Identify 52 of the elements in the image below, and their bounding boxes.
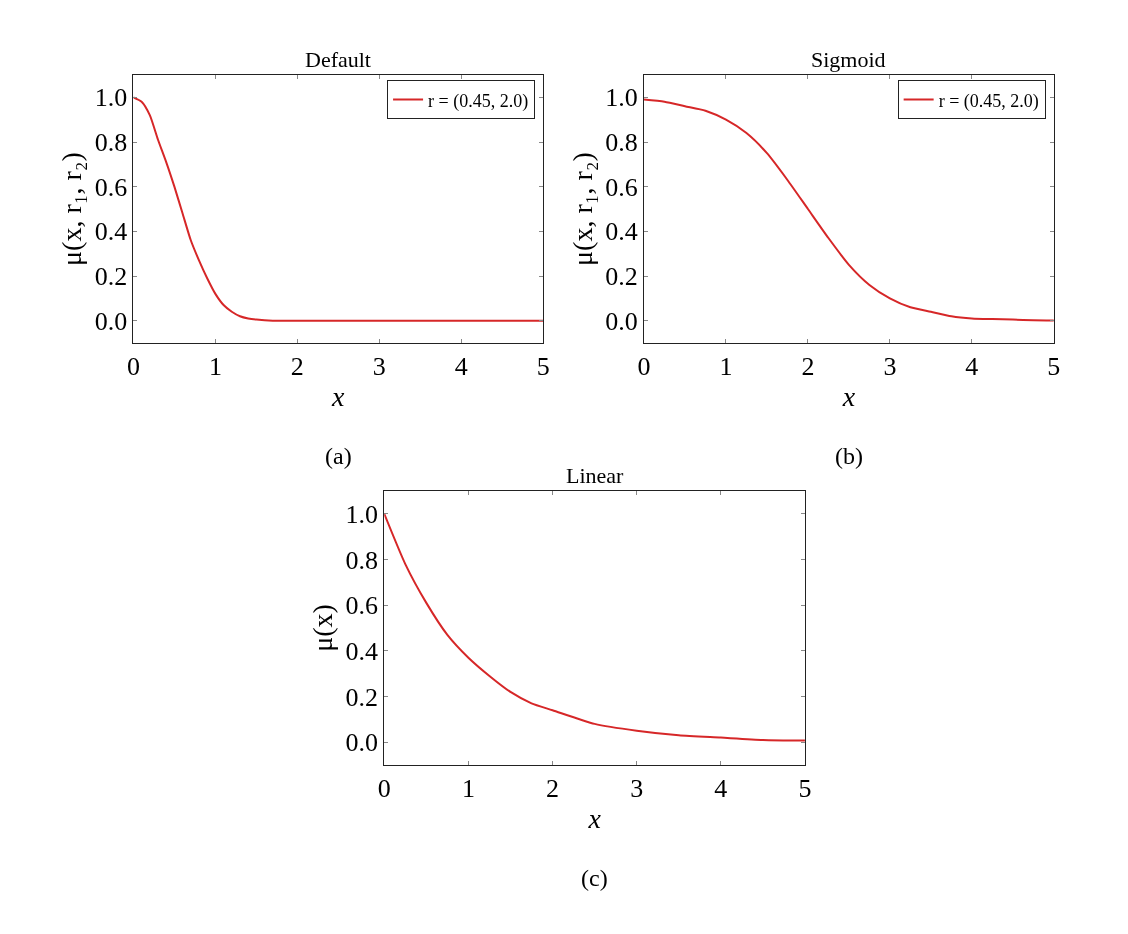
- y-tick-label: 0.6: [345, 591, 379, 621]
- y-tick-label: 1.0: [345, 499, 379, 529]
- y-tick-label: 0.8: [605, 128, 638, 158]
- y-tick-label: 0.6: [94, 172, 128, 202]
- text: (c): [581, 865, 608, 891]
- y-tick-label: 0.8: [94, 128, 128, 158]
- y-tick-label: 0.2: [345, 682, 379, 712]
- legend-label: r = (0.45, 2.0): [938, 90, 1039, 112]
- x-tick-label: 2: [801, 352, 815, 382]
- chart-title: Default: [305, 47, 371, 72]
- x-tick-label: 4: [454, 352, 468, 382]
- x-axis-title: x: [331, 381, 346, 413]
- x-tick-label: 0: [377, 774, 391, 804]
- y-tick-label: 0.0: [345, 728, 379, 758]
- x-tick-label: 4: [965, 352, 979, 382]
- y-tick-label: 0.2: [605, 262, 638, 292]
- line-series: [133, 96, 544, 322]
- y-tick-label: 1.0: [94, 83, 128, 113]
- y-tick-label: 0.4: [605, 217, 638, 247]
- x-axis-title: x: [841, 381, 856, 413]
- chart-title: Sigmoid: [811, 47, 886, 72]
- x-tick-label: 2: [546, 774, 560, 804]
- x-tick-label: 5: [798, 774, 812, 804]
- y-axis-title: μ(x): [307, 604, 339, 652]
- line-series: [384, 512, 805, 742]
- chart-title: Linear: [566, 463, 625, 488]
- x-tick-label: 3: [883, 352, 897, 382]
- x-tick-label: 3: [372, 352, 386, 382]
- x-tick-label: 3: [630, 774, 644, 804]
- y-tick-label: 0.2: [94, 262, 128, 292]
- legend-label: r = (0.45, 2.0): [428, 90, 529, 112]
- y-tick-label: 0.8: [345, 545, 379, 575]
- y-tick-label: 0.4: [94, 217, 128, 247]
- y-tick-label: 0.0: [94, 306, 128, 336]
- x-tick-label: 0: [637, 352, 651, 382]
- y-tick-label: 1.0: [605, 83, 638, 113]
- y-axis-title: μ(x, r₁, r₂): [56, 152, 88, 266]
- text: (b): [835, 443, 863, 469]
- x-tick-label: 1: [461, 774, 475, 804]
- text: (a): [325, 443, 352, 469]
- x-tick-label: 0: [126, 352, 140, 382]
- x-tick-label: 4: [714, 774, 728, 804]
- y-axis-title: μ(x, r₁, r₂): [566, 152, 598, 266]
- y-tick-label: 0.6: [605, 172, 638, 202]
- x-tick-label: 5: [1047, 352, 1061, 382]
- x-tick-label: 2: [290, 352, 304, 382]
- x-tick-label: 1: [719, 352, 733, 382]
- x-tick-label: 5: [536, 352, 550, 382]
- y-tick-label: 0.0: [605, 306, 638, 336]
- x-axis-title: x: [587, 803, 602, 835]
- y-tick-label: 0.4: [345, 636, 379, 666]
- x-tick-label: 1: [208, 352, 222, 382]
